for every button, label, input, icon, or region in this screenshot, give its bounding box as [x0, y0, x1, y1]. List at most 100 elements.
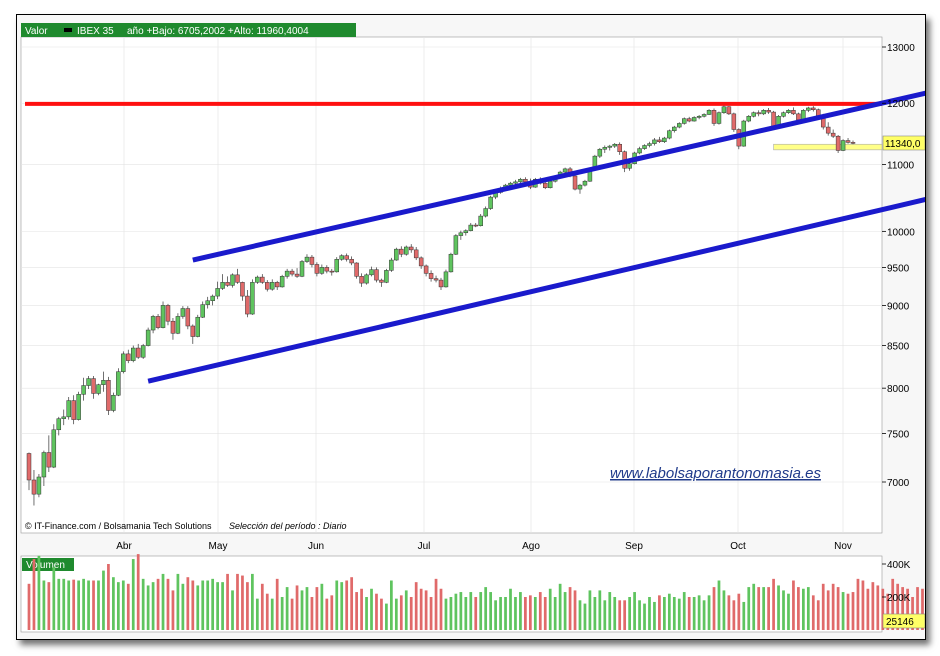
volume-bar: [563, 592, 567, 630]
volume-bar: [648, 597, 651, 630]
volume-bar: [82, 578, 85, 630]
candle-body: [205, 300, 210, 305]
volume-bar: [747, 587, 751, 630]
candle-body: [379, 279, 384, 283]
candle-body: [319, 267, 325, 274]
candle-body: [696, 115, 702, 118]
candle-body: [691, 117, 697, 122]
volume-bar: [211, 578, 215, 630]
volume-bar: [737, 593, 741, 630]
candle-body: [175, 316, 181, 334]
candle-body: [806, 107, 811, 111]
volume-bar: [166, 578, 170, 630]
candle-body: [686, 118, 692, 122]
candle-body: [706, 110, 712, 115]
candle-body: [121, 353, 126, 372]
volume-bar: [727, 595, 731, 630]
candle-body: [672, 126, 677, 131]
candle-body: [349, 259, 354, 264]
volume-bar: [320, 583, 324, 630]
volume-bar: [692, 597, 696, 630]
volume-bar: [52, 567, 56, 630]
candle-body: [488, 196, 493, 209]
volume-bar: [67, 580, 71, 630]
candle-body: [46, 452, 52, 468]
volume-bar: [365, 597, 368, 630]
candle-body: [399, 248, 404, 255]
candle-body: [51, 429, 57, 468]
header-range-text: año +Bajo: 6705,2002 +Alto: 11960,4004: [127, 26, 309, 37]
volume-bar: [380, 598, 383, 630]
candle-body: [31, 479, 37, 495]
candle-body: [771, 111, 776, 128]
volume-bar: [394, 598, 398, 630]
volume-bar: [355, 592, 358, 630]
volume-bar: [275, 578, 279, 630]
volume-bar: [176, 573, 180, 630]
y-tick-label: 9000: [887, 301, 910, 312]
volume-bar: [246, 582, 249, 630]
volume-bar: [851, 592, 855, 630]
candle-body: [140, 345, 146, 358]
candle-body: [66, 400, 71, 418]
candle-body: [791, 110, 796, 115]
volume-bar: [27, 583, 31, 630]
candle-body: [572, 175, 578, 190]
candle-body: [562, 168, 568, 173]
candle-body: [210, 295, 215, 301]
volume-bar: [32, 559, 36, 630]
y-tick-label: 9500: [887, 263, 910, 274]
volume-bar: [156, 578, 160, 630]
volume-bar: [345, 580, 349, 630]
candle-body: [642, 145, 647, 149]
volume-bar: [613, 597, 617, 630]
volume-bar: [429, 597, 433, 630]
candle-body: [56, 418, 62, 431]
candle-body: [155, 316, 161, 328]
candle-body: [359, 276, 364, 284]
candle-body: [41, 452, 47, 478]
volume-bar: [871, 582, 875, 630]
candle-body: [766, 110, 771, 113]
candle-body: [637, 148, 642, 154]
candle-body: [438, 279, 444, 288]
volume-bar: [389, 580, 393, 630]
volume-bar: [821, 583, 825, 630]
volume-bar: [295, 585, 299, 630]
volume-bar: [876, 585, 880, 630]
candle-body: [284, 270, 290, 277]
x-tick-label: Abr: [116, 541, 132, 552]
volume-bar: [340, 582, 344, 630]
candle-body: [339, 255, 344, 260]
symbol-color-swatch: [64, 28, 72, 32]
volume-bar: [921, 588, 924, 630]
chart-svg: Valor IBEX 35 año +Bajo: 6705,2002 +Alto…: [20, 23, 925, 633]
candle-body: [816, 109, 821, 116]
volume-bar: [121, 580, 125, 630]
volume-bar: [543, 597, 547, 630]
volume-bar: [87, 580, 90, 630]
volume-bar: [896, 583, 900, 630]
volume-bar: [826, 590, 830, 630]
header-bar: [21, 23, 356, 37]
volume-bar: [533, 597, 537, 630]
candle-body: [845, 140, 851, 143]
candle-body: [513, 181, 518, 184]
volume-bar: [310, 597, 314, 630]
volume-bar: [583, 603, 587, 630]
volume-bar: [315, 587, 319, 630]
candle-body: [647, 143, 652, 146]
volume-bar: [603, 600, 607, 630]
volume-bar: [305, 587, 309, 630]
candle-body: [627, 163, 632, 169]
volume-bar: [97, 580, 100, 630]
candle-body: [374, 269, 379, 281]
volume-bar: [335, 580, 339, 630]
volume-bar: [881, 588, 885, 630]
candle-body: [269, 282, 275, 290]
candle-body: [294, 273, 300, 277]
volume-bar: [270, 598, 274, 630]
volume-bar: [638, 600, 641, 630]
volume-bar: [439, 588, 443, 630]
volume-bar: [707, 595, 711, 630]
